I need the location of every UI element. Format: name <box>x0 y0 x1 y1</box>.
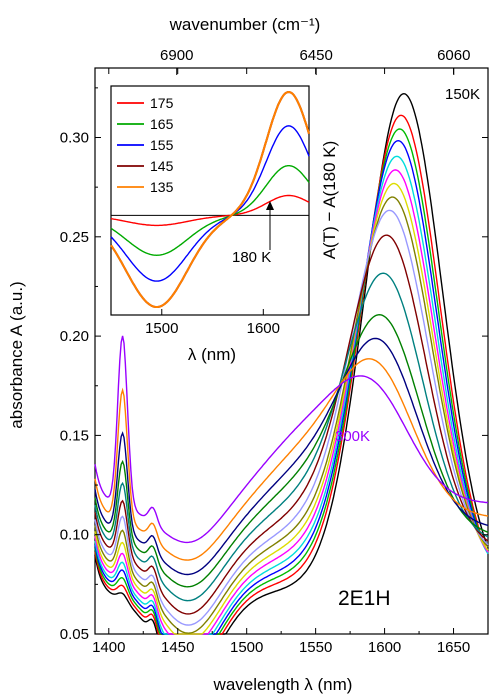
series-line-14 <box>94 335 489 544</box>
x-tick-label: 1400 <box>92 639 125 656</box>
y-axis-ticks: 0.05 0.10 0.15 0.20 0.25 0.30 <box>60 87 488 643</box>
inset-frame <box>110 85 310 316</box>
series-line-6 <box>94 182 489 635</box>
top-tick-label: 6900 <box>160 47 193 64</box>
legend-label: 155 <box>150 137 174 153</box>
inset-series-line-2 <box>110 125 310 282</box>
y-axis-label: absorbance A (a.u.) <box>7 281 26 428</box>
series-line-10 <box>94 272 489 602</box>
annotation-300K: 300K <box>335 428 370 445</box>
main-plot-frame <box>94 67 489 635</box>
series-line-12 <box>94 337 489 576</box>
x-axis-ticks: 1400 1450 1500 1550 1600 1650 <box>92 68 470 656</box>
inset-x-tick-label: 1600 <box>247 320 280 337</box>
inset-series-line-0 <box>110 194 310 227</box>
top-axis-ticks: 6900 6450 6060 <box>160 47 470 75</box>
legend-label: 165 <box>150 116 174 132</box>
legend-label: 135 <box>150 179 174 195</box>
x-tick-label: 1500 <box>230 639 263 656</box>
inset-axis-ticks: 1500 1600 <box>145 309 280 337</box>
series-line-7 <box>94 196 489 634</box>
inset-curves <box>110 90 310 308</box>
series-line-3 <box>94 139 489 635</box>
inset-x-tick-label: 1500 <box>145 320 178 337</box>
series-line-5 <box>94 169 489 635</box>
y-tick-label: 0.30 <box>60 130 89 147</box>
top-axis-label: wavenumber (cm⁻¹) <box>169 15 321 34</box>
inset-x-axis-label: λ (nm) <box>188 345 236 364</box>
x-axis-label: wavelength λ (nm) <box>213 675 353 694</box>
series-line-8 <box>94 209 489 626</box>
y-tick-label: 0.25 <box>60 229 89 246</box>
series-line-11 <box>94 313 489 588</box>
inset-reference-arrowhead <box>266 201 274 210</box>
inset-legend: 175 165 155 145 135 <box>117 95 174 195</box>
inset-y-axis-label: A(T) − A(180 K) <box>320 141 339 260</box>
sample-label: 2E1H <box>338 587 391 610</box>
inset-reference-label: 180 K <box>232 249 271 266</box>
y-tick-label: 0.10 <box>60 527 89 544</box>
series-line-9 <box>94 234 489 615</box>
series-line-13 <box>94 358 489 561</box>
x-tick-label: 1450 <box>161 639 194 656</box>
y-tick-label: 0.15 <box>60 427 89 444</box>
x-tick-label: 1600 <box>368 639 401 656</box>
top-tick-label: 6450 <box>299 47 332 64</box>
legend-label: 175 <box>150 95 174 111</box>
y-tick-label: 0.05 <box>60 626 89 643</box>
y-tick-label: 0.20 <box>60 328 89 345</box>
series-line-2 <box>94 128 489 635</box>
main-curves <box>94 92 489 635</box>
x-tick-label: 1550 <box>299 639 332 656</box>
x-tick-label: 1650 <box>437 639 470 656</box>
inset-series-line-4 <box>110 90 310 308</box>
series-line-4 <box>94 155 489 635</box>
inset-series-line-1 <box>110 165 310 257</box>
annotation-150K: 150K <box>445 86 480 103</box>
legend-label: 145 <box>150 158 174 174</box>
top-tick-label: 6060 <box>437 47 470 64</box>
